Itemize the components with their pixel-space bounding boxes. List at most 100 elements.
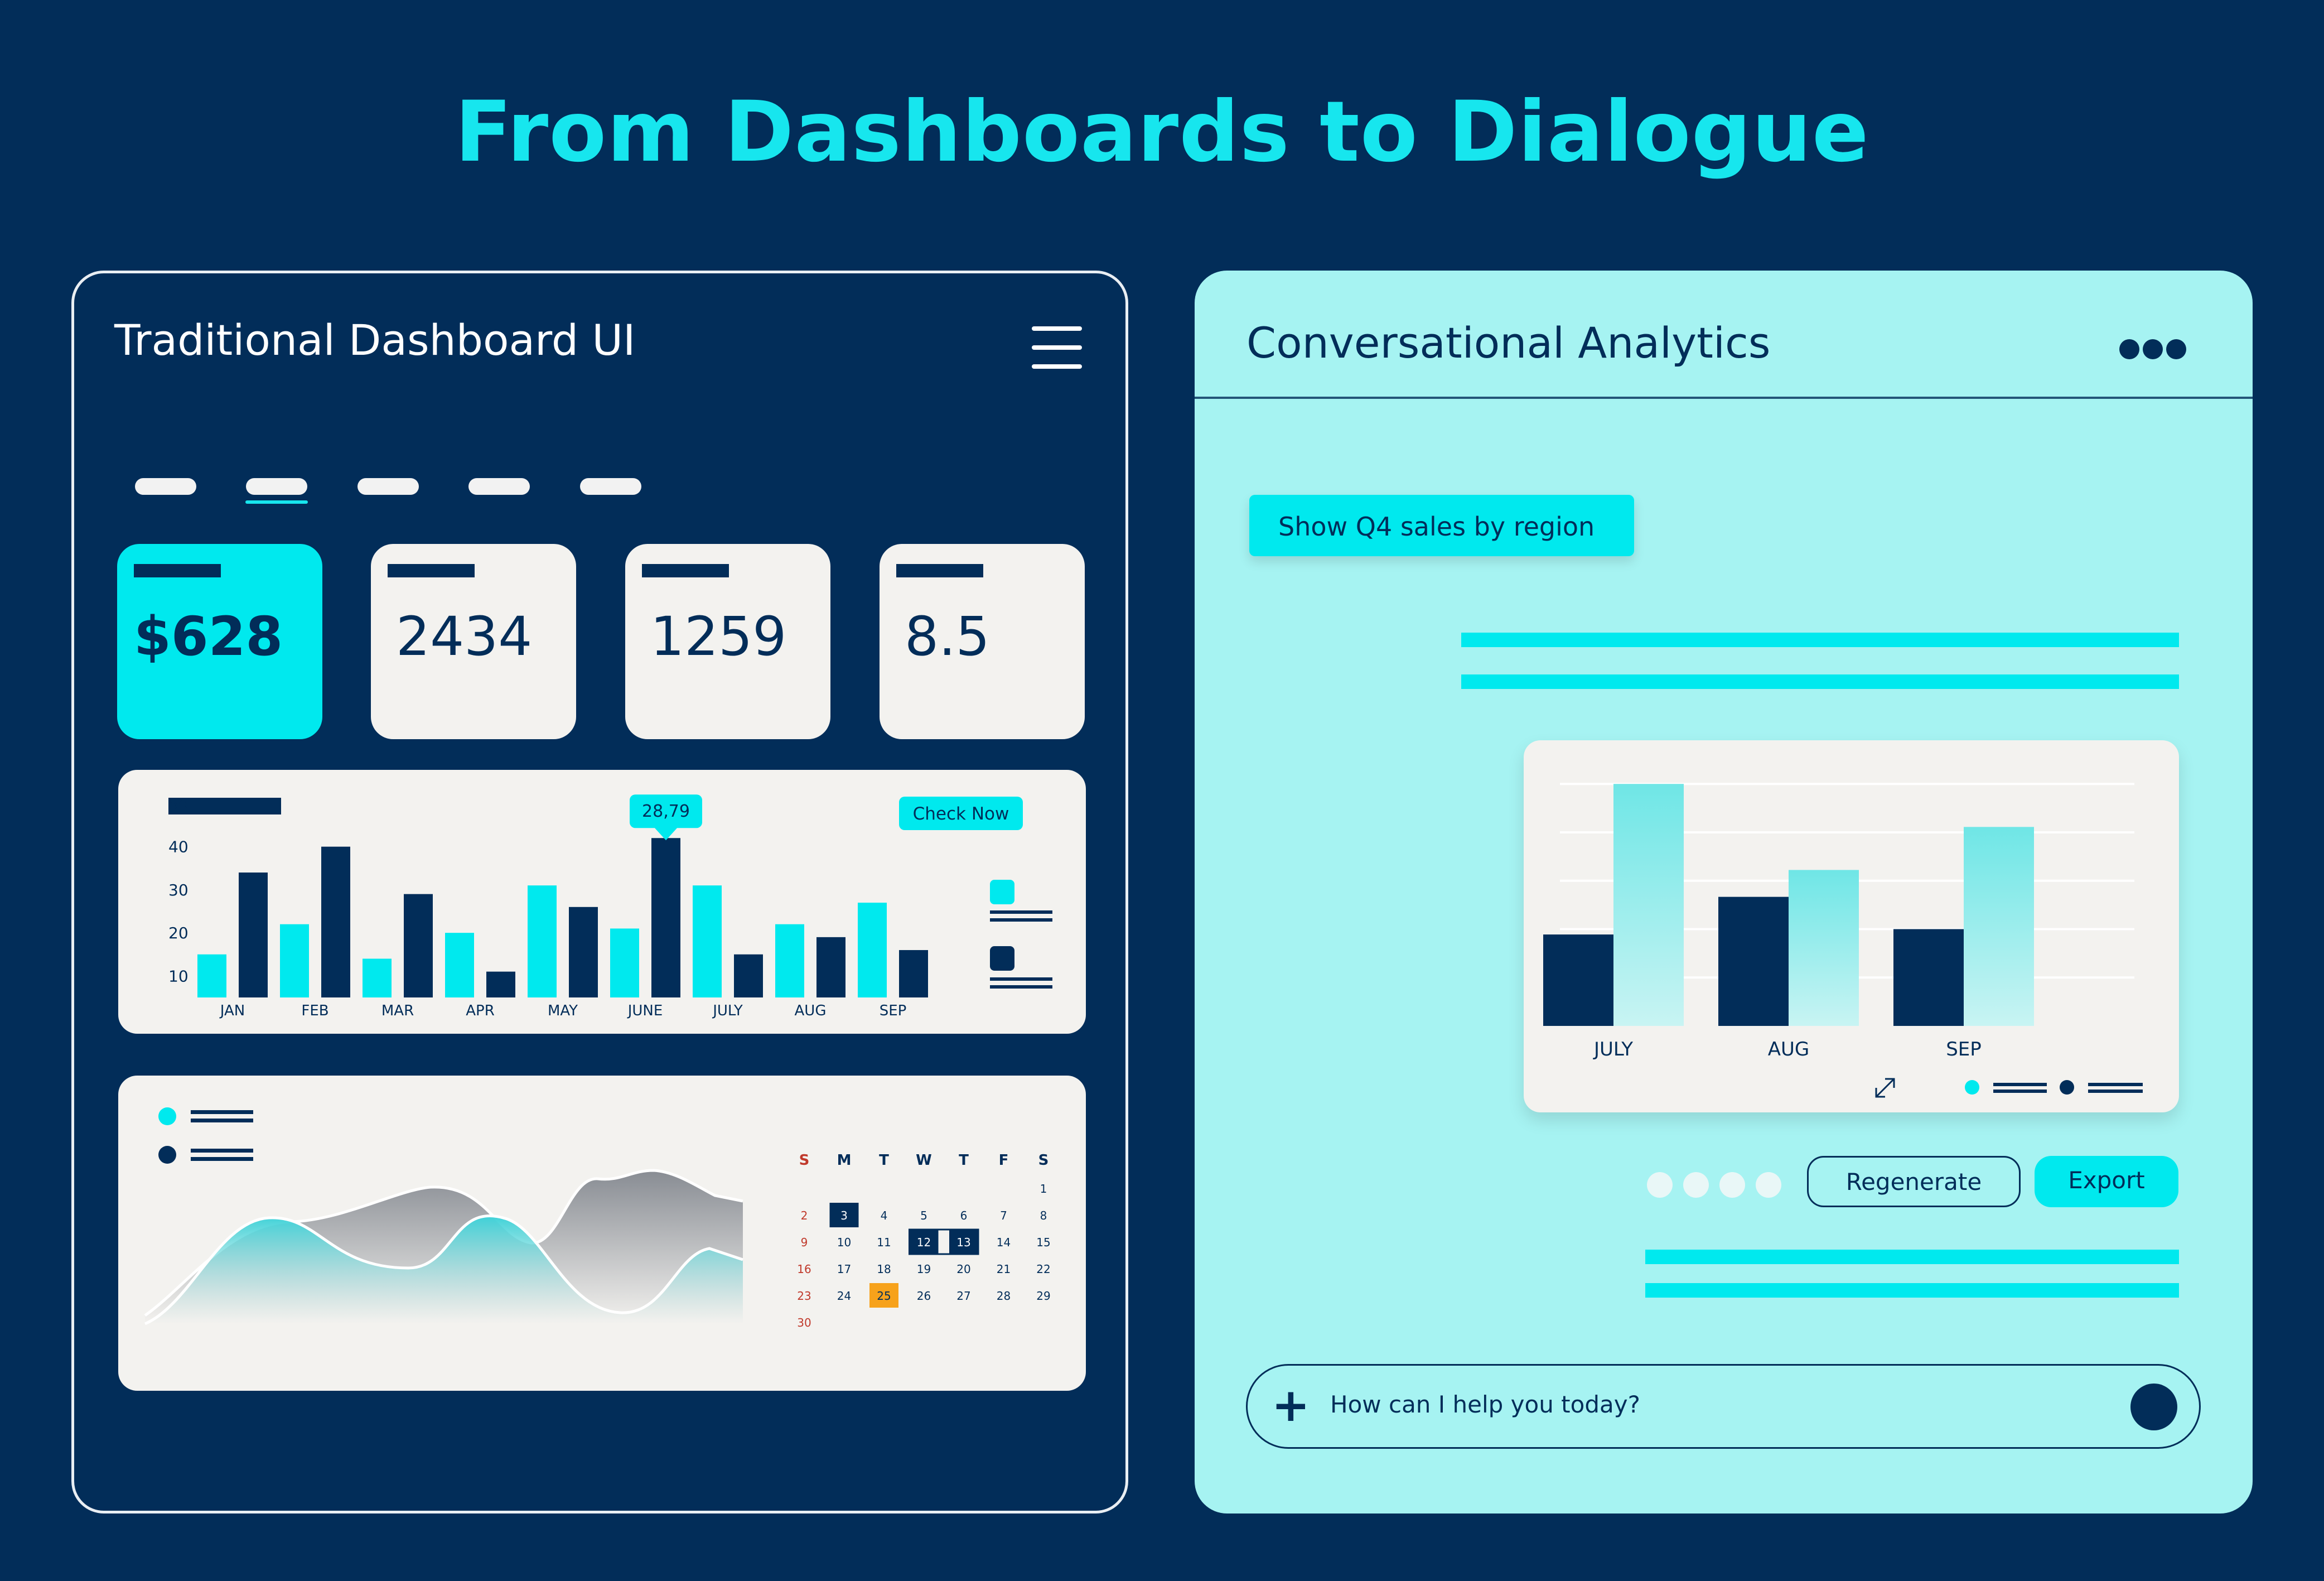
calendar-date[interactable]: 26: [917, 1289, 931, 1303]
legend-dot-cyan: [158, 1107, 176, 1125]
pagination-dot[interactable]: [1756, 1172, 1781, 1198]
calendar-day-header: S: [1038, 1152, 1049, 1169]
calendar-date[interactable]: 16: [797, 1262, 811, 1276]
plus-icon[interactable]: +: [1272, 1379, 1310, 1432]
tab-1[interactable]: [135, 478, 196, 495]
tab-5[interactable]: [580, 478, 641, 495]
regenerate-button[interactable]: Regenerate: [1807, 1156, 2021, 1207]
bar-mar-navy: [404, 894, 433, 997]
legend-line: [191, 1149, 253, 1153]
calendar-date[interactable]: 14: [997, 1236, 1011, 1249]
x-tick-label: JAN: [219, 1002, 245, 1019]
kpi-value: $628: [134, 605, 283, 668]
dashboard-title: Traditional Dashboard UI: [114, 315, 636, 365]
calendar-day-header: F: [999, 1152, 1009, 1169]
hamburger-menu-icon[interactable]: [1032, 326, 1082, 371]
check-now-label: Check Now: [913, 804, 1009, 824]
kpi-card-2[interactable]: 2434: [371, 544, 576, 739]
calendar-date[interactable]: 17: [837, 1262, 851, 1276]
legend-line: [990, 985, 1052, 989]
legend-line: [2088, 1090, 2143, 1093]
bar-june-cyan: [610, 928, 639, 997]
x-tick-label: APR: [466, 1002, 495, 1019]
calendar-date[interactable]: 6: [960, 1209, 968, 1222]
calendar-date[interactable]: 24: [837, 1289, 851, 1303]
calendar-selected-highlight: [829, 1203, 859, 1227]
x-tick-label: JUNE: [627, 1002, 663, 1019]
calendar-date[interactable]: 27: [956, 1289, 970, 1303]
calendar-date[interactable]: 9: [801, 1236, 808, 1249]
bar-mar-cyan: [363, 958, 392, 997]
calendar-date[interactable]: 1: [1040, 1182, 1047, 1196]
calendar-date[interactable]: 15: [1036, 1236, 1050, 1249]
calendar-date[interactable]: 8: [1040, 1209, 1047, 1222]
calendar-today-highlight: [869, 1283, 898, 1308]
bar-jan-navy: [239, 873, 268, 997]
bar-july-navy: [734, 954, 763, 997]
kpi-card-revenue[interactable]: $628: [117, 544, 322, 739]
x-tick-label: JULY: [1593, 1038, 1633, 1061]
response-text-line: [1461, 674, 2179, 689]
result-chart-legend: [1965, 1080, 2143, 1095]
bar-aug-cyan: [775, 924, 804, 997]
tab-2-active[interactable]: [246, 478, 307, 495]
calendar-date[interactable]: 11: [877, 1236, 891, 1249]
calendar-day-header: S: [799, 1152, 810, 1169]
calendar-date[interactable]: 28: [997, 1289, 1011, 1303]
calendar-date[interactable]: 12: [917, 1236, 931, 1249]
calendar-date[interactable]: 20: [956, 1262, 970, 1276]
active-tab-indicator: [245, 500, 308, 504]
kpi-card-4[interactable]: 8.5: [880, 544, 1085, 739]
bar-may-navy: [569, 907, 598, 997]
check-now-button[interactable]: Check Now: [899, 797, 1023, 830]
chat-input-field[interactable]: [1246, 1364, 2201, 1449]
conversational-title: Conversational Analytics: [1246, 318, 1771, 368]
calendar-date[interactable]: 7: [1000, 1209, 1007, 1222]
legend-line: [2088, 1083, 2143, 1086]
kpi-card-3[interactable]: 1259: [625, 544, 830, 739]
legend-line: [191, 1110, 253, 1114]
legend-dot-cyan: [1965, 1080, 1979, 1095]
more-dots-icon[interactable]: [2114, 335, 2192, 363]
calendar-date[interactable]: 23: [797, 1289, 811, 1303]
calendar-date[interactable]: 10: [837, 1236, 851, 1249]
calendar-date[interactable]: 4: [881, 1209, 888, 1222]
calendar-date[interactable]: 2: [801, 1209, 808, 1222]
bar-apr-cyan: [445, 933, 474, 997]
bar-sep-navy: [899, 950, 928, 997]
response-text-line: [1461, 633, 2179, 647]
pagination-dot[interactable]: [1647, 1172, 1673, 1198]
pagination-dot[interactable]: [1719, 1172, 1745, 1198]
x-tick-label: MAR: [381, 1002, 414, 1019]
calendar-date[interactable]: 3: [840, 1209, 848, 1222]
pagination-dot[interactable]: [1683, 1172, 1709, 1198]
chat-placeholder-text[interactable]: How can I help you today?: [1330, 1391, 1640, 1418]
calendar-range-outline: [909, 1228, 979, 1255]
tab-4[interactable]: [468, 478, 530, 495]
monthly-bar-chart: Check Now 10 20 30 40 50 JAN FEB MAR APR MAY JUNE…: [168, 794, 1052, 1019]
send-button-icon[interactable]: [2130, 1384, 2177, 1430]
y-tick-label: 40: [168, 838, 189, 856]
expand-icon[interactable]: [1875, 1078, 1895, 1098]
calendar-date[interactable]: 22: [1036, 1262, 1050, 1276]
calendar-date[interactable]: 25: [877, 1289, 891, 1303]
legend-swatch-navy: [990, 946, 1014, 971]
legend-line: [1993, 1083, 2047, 1086]
legend-swatch-cyan: [990, 880, 1014, 904]
calendar-day-header: T: [959, 1152, 969, 1169]
export-button[interactable]: Export: [2035, 1156, 2178, 1207]
tab-3[interactable]: [357, 478, 419, 495]
legend-line: [990, 910, 1052, 914]
result-chart-card: JULY AUG SEP: [1524, 740, 2179, 1112]
calendar-date[interactable]: 19: [917, 1262, 931, 1276]
bar-july-cyan: [693, 885, 722, 997]
legend-dot-navy: [158, 1146, 176, 1164]
calendar-date[interactable]: 5: [920, 1209, 927, 1222]
calendar-date[interactable]: 30: [797, 1316, 811, 1329]
calendar-date[interactable]: 13: [956, 1236, 970, 1249]
calendar-date[interactable]: 21: [997, 1262, 1011, 1276]
calendar-date[interactable]: 29: [1036, 1289, 1050, 1303]
bar-chart-card: Check Now 10 20 30 40 50 JAN FEB MAR APR MAY JUNE…: [118, 770, 1086, 1034]
calendar-date[interactable]: 18: [877, 1262, 891, 1276]
